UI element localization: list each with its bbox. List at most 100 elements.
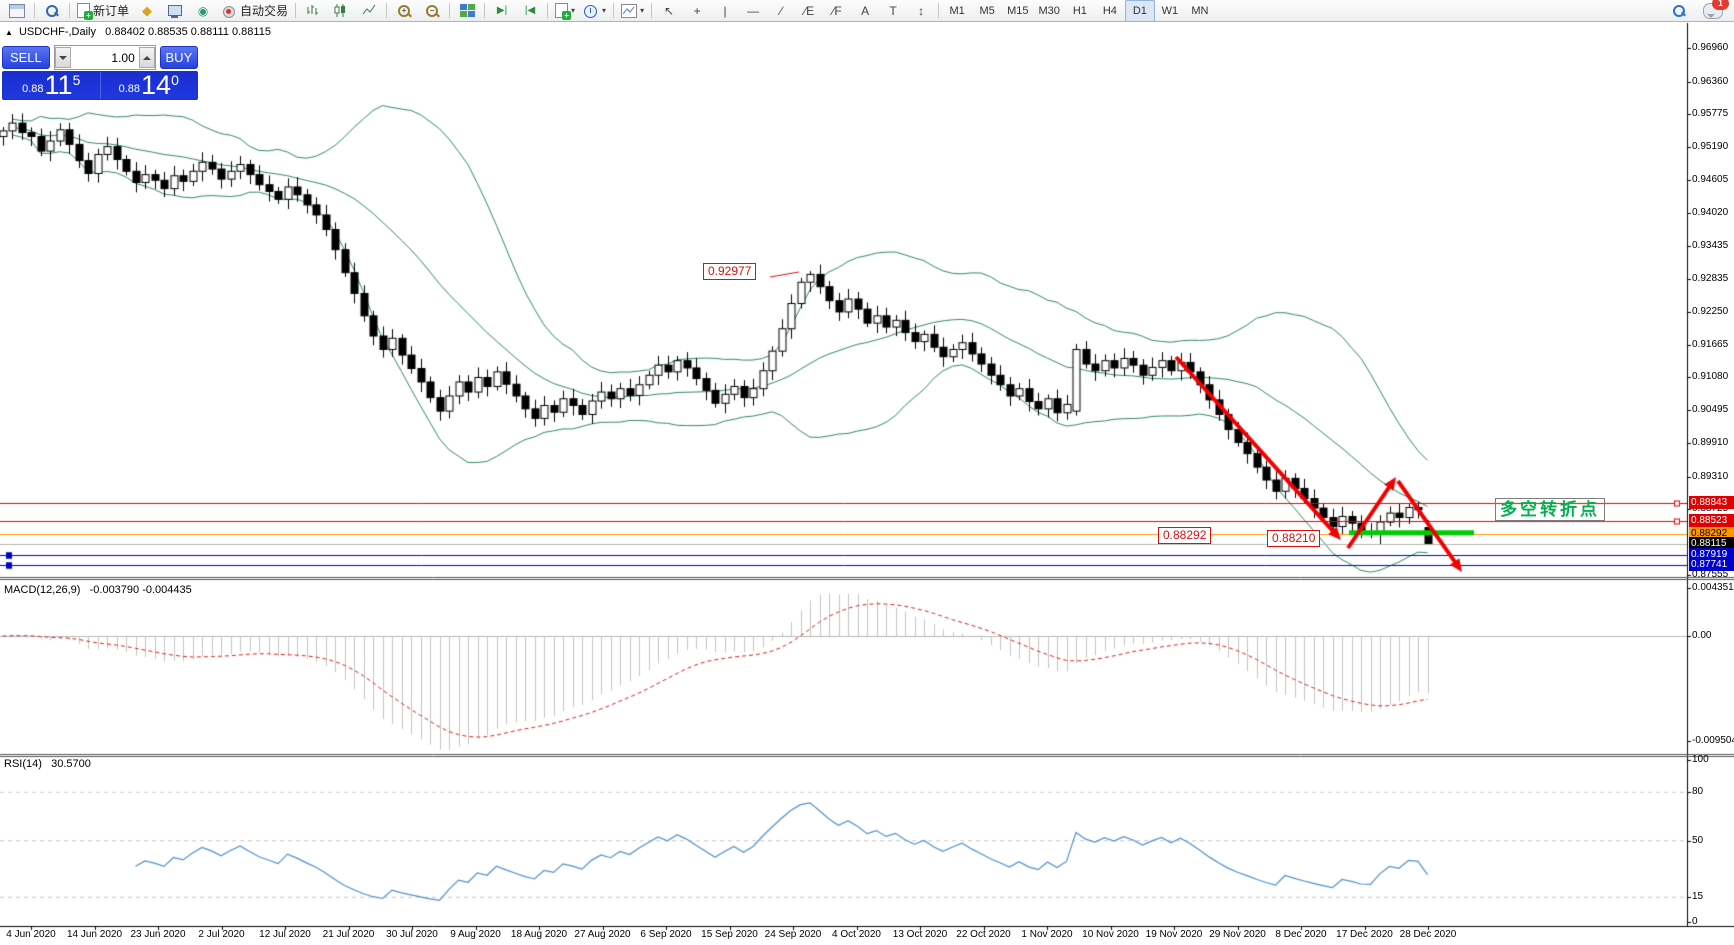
price-callout[interactable]: 0.92977: [703, 263, 757, 280]
sell-button[interactable]: SELL: [2, 46, 50, 69]
zoom-in-button[interactable]: +: [390, 0, 418, 22]
chart-shift-button[interactable]: |◀: [516, 0, 544, 22]
collapse-triangle-icon[interactable]: ▲: [5, 28, 13, 37]
price-tick-label: 0.87555: [1692, 569, 1729, 580]
date-label: 28 Dec 2020: [1399, 929, 1457, 940]
sell-price[interactable]: 0.88 11 5: [3, 72, 101, 99]
date-label: 1 Nov 2020: [1021, 929, 1073, 940]
price-tick-label: 0.95190: [1692, 141, 1729, 153]
date-label: 12 Jul 2020: [259, 929, 311, 940]
profiles-button[interactable]: ▾: [579, 0, 610, 22]
tile-windows-button[interactable]: [453, 0, 481, 22]
buy-button[interactable]: BUY: [159, 46, 198, 69]
rsi-label: RSI(14): [4, 758, 42, 770]
price-tick-label: 0.89310: [1692, 470, 1729, 482]
price-level-tag: 0.88843: [1689, 496, 1734, 510]
arrows-tool[interactable]: ↕: [907, 0, 935, 22]
date-label: 14 Jun 2020: [66, 929, 123, 940]
timeframe-m15[interactable]: M15: [1007, 4, 1029, 17]
price-callout[interactable]: 0.88210: [1267, 530, 1321, 547]
symbol-title: USDCHF-,Daily: [18, 26, 96, 38]
indicators-button[interactable]: ▾: [617, 0, 648, 22]
zoom-out-button[interactable]: −: [418, 0, 446, 22]
search-button[interactable]: [1665, 0, 1693, 22]
price-tick-label: 0.91665: [1692, 338, 1729, 350]
horizontal-line-tool-icon: —: [747, 3, 760, 18]
toolbar-separator: [484, 3, 486, 18]
new-chart-button[interactable]: + ▾: [551, 0, 579, 22]
toolbar-separator: [295, 3, 297, 18]
rsi-label-line: RSI(14) 30.5700: [4, 758, 91, 770]
signals-button[interactable]: ◉: [189, 0, 217, 22]
chart-window-button[interactable]: [3, 0, 31, 22]
vertical-line-tool[interactable]: |: [711, 0, 739, 22]
volume-input[interactable]: [70, 47, 139, 68]
timeframe-h4[interactable]: H4: [1102, 4, 1117, 17]
date-label: 13 Oct 2020: [892, 929, 948, 940]
data-window-button[interactable]: [38, 0, 66, 22]
macd-label-line: MACD(12,26,9) -0.003790 -0.004435: [4, 584, 192, 596]
volume-increase-button[interactable]: [138, 47, 155, 68]
autotrade-label: 自动交易: [240, 4, 289, 18]
buy-price[interactable]: 0.88 14 0: [101, 72, 198, 99]
signals-icon: ◉: [197, 3, 209, 18]
timeframe-d1[interactable]: D1: [1124, 0, 1155, 22]
price-tick-label: 0.94020: [1692, 206, 1729, 218]
text-label-tool-icon: T: [889, 3, 897, 18]
candlestick-button[interactable]: [327, 0, 355, 22]
fibonacci-tool-icon: ∕F: [832, 3, 842, 18]
timeframe-h1[interactable]: H1: [1072, 4, 1087, 17]
text-tool[interactable]: A: [851, 0, 879, 22]
terminal-button[interactable]: [161, 0, 189, 22]
metaeditor-icon: ◆: [142, 2, 153, 18]
autotrade-button[interactable]: 自动交易: [217, 0, 292, 22]
chevron-down-icon: ▾: [640, 6, 645, 15]
timeframe-w1[interactable]: W1: [1161, 4, 1179, 17]
crosshair-tool[interactable]: +: [683, 0, 711, 22]
volume-decrease-button[interactable]: [54, 47, 71, 68]
auto-scroll-button[interactable]: ▶|: [488, 0, 516, 22]
date-label: 29 Nov 2020: [1209, 929, 1266, 940]
candlestick-icon: [334, 4, 345, 17]
macd-tick-label: 0.004351: [1692, 581, 1734, 593]
clock-icon: [583, 4, 599, 18]
horizontal-line-tool[interactable]: —: [739, 0, 767, 22]
equidistant-channel-tool[interactable]: ∕E: [795, 0, 823, 22]
zoom-out-icon: −: [424, 4, 441, 18]
date-label: 8 Dec 2020: [1275, 929, 1327, 940]
drawing-tools-group: ↖ + | — ∕ ∕E ∕F A T ↕: [655, 0, 935, 22]
rsi-tick-label: 100: [1692, 754, 1709, 765]
new-order-label: 新订单: [93, 4, 130, 18]
tile-windows-icon: [459, 4, 475, 17]
date-label: 6 Sep 2020: [640, 929, 692, 940]
new-order-button[interactable]: + 新订单: [73, 0, 133, 22]
symbol-info-line: ▲ USDCHF-,Daily 0.88402 0.88535 0.88111 …: [5, 26, 271, 38]
toolbar-separator: [449, 3, 451, 18]
bar-chart-button[interactable]: [299, 0, 327, 22]
price-callout[interactable]: 0.88292: [1158, 527, 1212, 544]
timeframe-m1[interactable]: M1: [949, 4, 965, 17]
chat-button[interactable]: 1: [1699, 0, 1729, 22]
metaeditor-button[interactable]: ◆: [133, 0, 161, 22]
text-label-tool[interactable]: T: [879, 0, 907, 22]
sell-price-sup: 5: [72, 72, 81, 88]
trendline-tool[interactable]: ∕: [767, 0, 795, 22]
volume-control: [53, 45, 156, 70]
fibonacci-tool[interactable]: ∕F: [823, 0, 851, 22]
cursor-tool[interactable]: ↖: [655, 0, 683, 22]
chart-shift-icon: |◀: [524, 4, 536, 16]
symbol-ohlc: 0.88402 0.88535 0.88111 0.88115: [105, 26, 271, 38]
date-label: 10 Nov 2020: [1082, 929, 1139, 940]
timeframe-m5[interactable]: M5: [979, 4, 995, 17]
cursor-tool-icon: ↖: [664, 3, 675, 18]
autotrade-icon: [221, 4, 237, 18]
annotation-text-box[interactable]: 多空转折点: [1495, 498, 1605, 521]
timeframe-m30[interactable]: M30: [1038, 4, 1060, 17]
timeframe-mn[interactable]: MN: [1191, 4, 1209, 17]
date-label: 4 Oct 2020: [832, 929, 881, 940]
line-chart-button[interactable]: [355, 0, 383, 22]
auto-scroll-icon: ▶|: [496, 4, 508, 16]
date-label: 23 Jun 2020: [130, 929, 186, 940]
toolbar-separator: [938, 3, 940, 18]
